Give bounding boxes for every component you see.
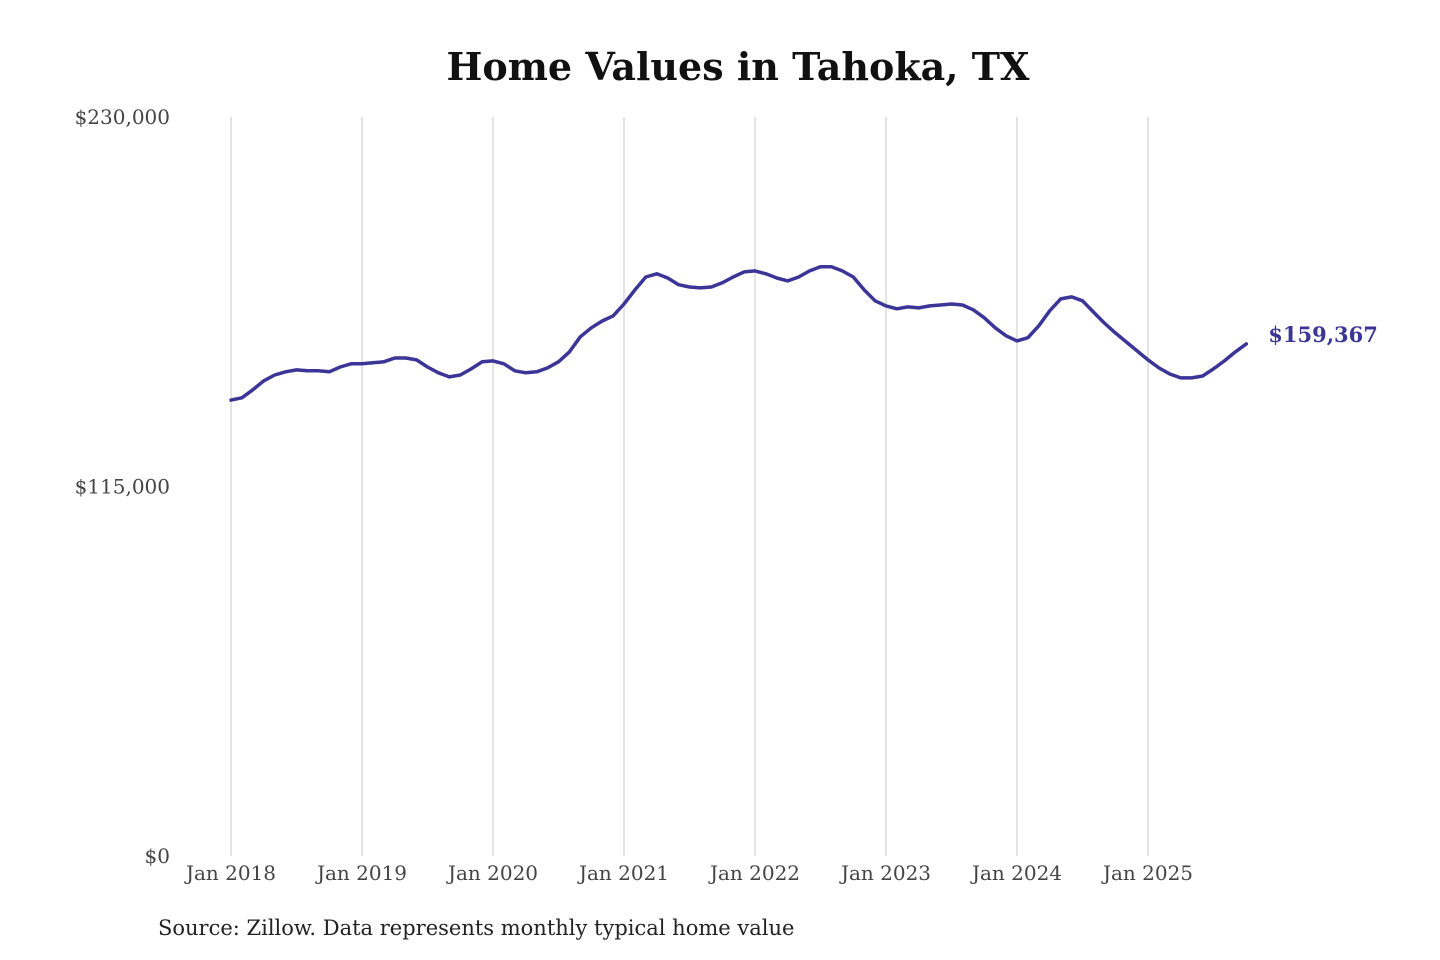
y-tick-label: $115,000 <box>75 475 170 499</box>
series-line <box>229 264 1249 402</box>
chart-title: Home Values in Tahoka, TX <box>446 44 1030 89</box>
x-tick-label: Jan 2020 <box>446 861 538 885</box>
x-tick-label: Jan 2021 <box>577 861 669 885</box>
x-tick-label: Jan 2019 <box>315 861 407 885</box>
x-tick-label: Jan 2023 <box>839 861 931 885</box>
end-value-label: $159,367 <box>1268 322 1378 347</box>
x-tick-label: Jan 2025 <box>1101 861 1193 885</box>
y-tick-label: $230,000 <box>75 105 170 129</box>
x-tick-label: Jan 2022 <box>708 861 800 885</box>
source-note: Source: Zillow. Data represents monthly … <box>158 916 795 940</box>
x-tick-label: Jan 2024 <box>970 861 1062 885</box>
x-tick-label: Jan 2018 <box>184 861 276 885</box>
y-tick-label: $0 <box>145 844 170 868</box>
